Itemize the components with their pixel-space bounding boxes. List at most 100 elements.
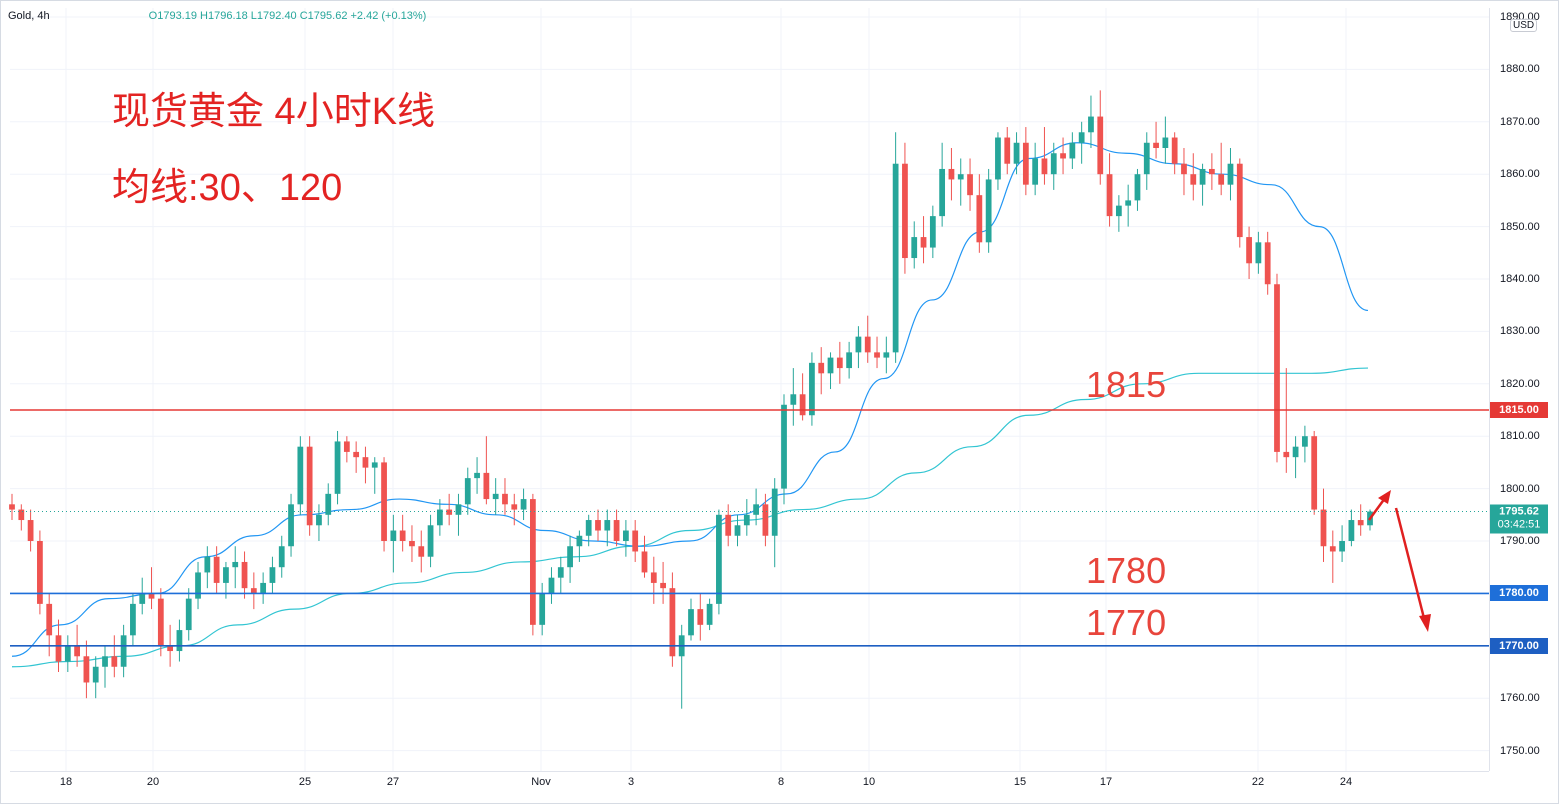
candle: [529, 493, 536, 636]
candle: [139, 577, 146, 615]
candle-body: [1227, 163, 1234, 185]
candle: [297, 436, 304, 515]
candle: [1208, 153, 1215, 190]
price-tag-1815: 1815.00: [1490, 402, 1548, 418]
candle: [660, 561, 666, 604]
candle-body: [1339, 541, 1345, 552]
arrow-down-path: [1394, 507, 1428, 627]
candle: [1171, 132, 1178, 175]
candle-body: [27, 520, 34, 541]
candle-body: [269, 567, 276, 583]
candle: [1311, 430, 1318, 515]
candle: [353, 441, 360, 473]
candle: [1125, 184, 1132, 227]
candle: [464, 467, 471, 515]
candle-body: [1348, 520, 1355, 541]
candle: [418, 530, 425, 573]
candle-body: [46, 603, 53, 636]
level-label-1815: 1815: [1086, 364, 1167, 405]
candle: [27, 509, 34, 552]
candle: [362, 446, 369, 484]
candle: [1013, 132, 1020, 175]
candle-body: [455, 504, 462, 515]
ohlc-values: O1793.19 H1796.18 L1792.40 C1795.62 +2.4…: [148, 10, 427, 22]
candle: [902, 142, 908, 274]
candle: [1032, 142, 1039, 196]
date-tick-label: Nov: [531, 776, 551, 788]
arrows: [1367, 490, 1431, 632]
candle: [1283, 368, 1290, 473]
candle-body: [1134, 174, 1141, 201]
candle: [1143, 132, 1150, 190]
candle-body: [37, 541, 43, 604]
candle-body: [1050, 153, 1057, 175]
candle: [483, 436, 490, 505]
candle-body: [1246, 237, 1252, 264]
candle: [846, 341, 853, 379]
candle: [864, 315, 871, 363]
candle: [1115, 195, 1122, 232]
price-tick-label: 1860.00: [1500, 168, 1540, 181]
candle-body: [976, 195, 983, 243]
candle: [1357, 504, 1364, 536]
candle: [520, 488, 527, 521]
candle-body: [911, 237, 918, 259]
candle: [260, 572, 267, 604]
candle-body: [148, 593, 155, 599]
price-tick-label: 1760.00: [1500, 692, 1540, 705]
candle: [641, 535, 648, 578]
candle: [502, 478, 508, 515]
candle-body: [18, 509, 25, 521]
candle-body: [185, 598, 192, 631]
symbol-label[interactable]: Gold, 4h: [8, 10, 50, 22]
candle: [762, 493, 769, 547]
candle-body: [9, 504, 15, 510]
candle-body: [1199, 168, 1206, 185]
currency-badge[interactable]: USD: [1510, 19, 1538, 32]
candle-body: [623, 530, 629, 541]
candle: [1199, 163, 1206, 206]
time-axis[interactable]: [10, 771, 1489, 805]
candle: [669, 572, 676, 667]
price-tick-label: 1830.00: [1500, 325, 1540, 338]
candle: [939, 142, 946, 227]
candle-body: [734, 525, 741, 536]
candle: [1078, 121, 1085, 164]
candle-body: [418, 546, 425, 557]
candle-body: [995, 137, 1001, 180]
candle: [948, 148, 955, 201]
candle: [883, 336, 890, 374]
candle: [232, 546, 239, 589]
candle: [585, 514, 592, 547]
candle-body: [139, 593, 146, 604]
candle: [1106, 153, 1113, 227]
candle: [716, 509, 722, 615]
candle-body: [604, 520, 611, 531]
candle-body: [920, 237, 927, 248]
candle-body: [864, 336, 871, 353]
candle: [1190, 153, 1197, 201]
candle: [1246, 226, 1252, 279]
candle: [1004, 127, 1011, 175]
price-tick-label: 1820.00: [1500, 377, 1540, 390]
price-axis[interactable]: [1489, 8, 1559, 771]
candle-body: [232, 561, 239, 568]
arrow-down-head-icon: [1419, 614, 1431, 632]
candle: [911, 221, 918, 269]
candle: [176, 619, 183, 662]
candle: [557, 556, 564, 594]
level-label-1770: 1770: [1086, 602, 1167, 643]
candle-body: [427, 525, 434, 557]
date-tick-label: 25: [298, 776, 312, 788]
candle-body: [111, 656, 118, 667]
candle-body: [1320, 509, 1327, 547]
candle-body: [502, 493, 508, 505]
candle: [967, 158, 973, 211]
horizontal-levels: [10, 409, 1489, 647]
price-tick-label: 1870.00: [1500, 115, 1540, 128]
candle-body: [176, 630, 183, 652]
candle: [734, 514, 741, 547]
candle-body: [585, 520, 592, 536]
candle: [511, 493, 518, 526]
